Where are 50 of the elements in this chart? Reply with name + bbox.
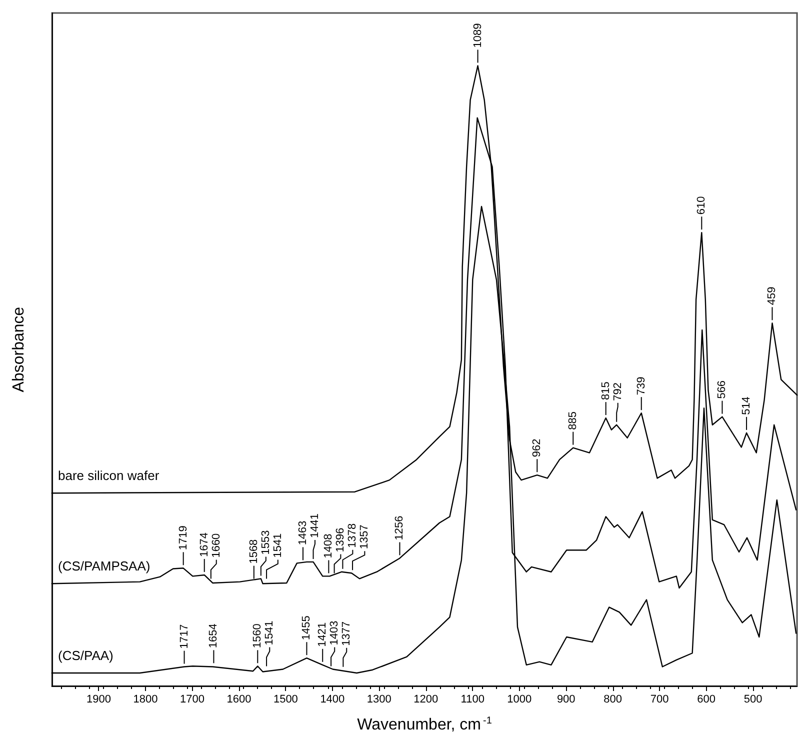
x-tick-label: 1600	[226, 694, 252, 706]
series-label: (CS/PAA)	[58, 648, 114, 663]
annotation: 1660	[210, 533, 222, 558]
x-tick-label: 1700	[180, 694, 204, 706]
annotation: 1541	[272, 533, 284, 558]
series-label: (CS/PAMPSAA)	[58, 558, 150, 574]
x-tick-label: 1300	[366, 694, 392, 706]
annotation: 962	[531, 438, 544, 458]
x-tick-label: 1900	[86, 694, 111, 706]
annotation: 1377	[340, 621, 353, 646]
annotation: 1455	[300, 616, 313, 640]
x-tick-label: 600	[697, 694, 716, 706]
annotation: 1674	[198, 532, 210, 557]
annotation: 1717	[178, 624, 190, 649]
annotation: 1256	[394, 516, 406, 540]
x-tick-label: 1100	[460, 694, 484, 706]
x-tick-label: 1500	[273, 694, 298, 706]
x-tick-label: 1400	[320, 694, 345, 706]
x-tick-label: 1800	[133, 694, 158, 706]
annotation: 1719	[177, 526, 190, 550]
annotation: 1441	[308, 513, 321, 538]
annotation: 514	[740, 396, 753, 415]
annotation: 610	[696, 196, 708, 215]
annotation: 1408	[322, 534, 335, 558]
annotation: 459	[766, 286, 778, 306]
annotation: 1378	[346, 523, 359, 548]
annotation: 1421	[316, 622, 329, 647]
annotation: 739	[635, 376, 648, 396]
annotation: 1396	[334, 528, 347, 552]
annotation: 1357	[358, 524, 371, 550]
x-tick-label: 500	[744, 694, 762, 706]
annotation: 792	[612, 382, 624, 401]
annotation: 885	[567, 411, 580, 430]
y-axis-title: Absorbance	[10, 306, 28, 392]
annotation: 566	[716, 380, 728, 399]
x-tick-label: 800	[604, 694, 622, 706]
x-tick-label: 900	[556, 694, 576, 706]
annotation: 1654	[208, 624, 220, 648]
annotation: 1553	[260, 530, 272, 555]
series-label: bare silicon wafer	[58, 468, 160, 484]
annotation: 1541	[264, 620, 276, 646]
annotation: 1403	[328, 620, 341, 646]
x-tick-label: 1000	[507, 694, 532, 706]
annotation: 1463	[296, 520, 309, 546]
annotation: 1560	[252, 624, 264, 648]
annotation: 1568	[248, 539, 260, 564]
annotation: 1089	[472, 23, 484, 48]
x-tick-label: 1200	[414, 694, 438, 706]
annotation: 815	[600, 382, 612, 400]
x-tick-label: 700	[650, 694, 669, 706]
